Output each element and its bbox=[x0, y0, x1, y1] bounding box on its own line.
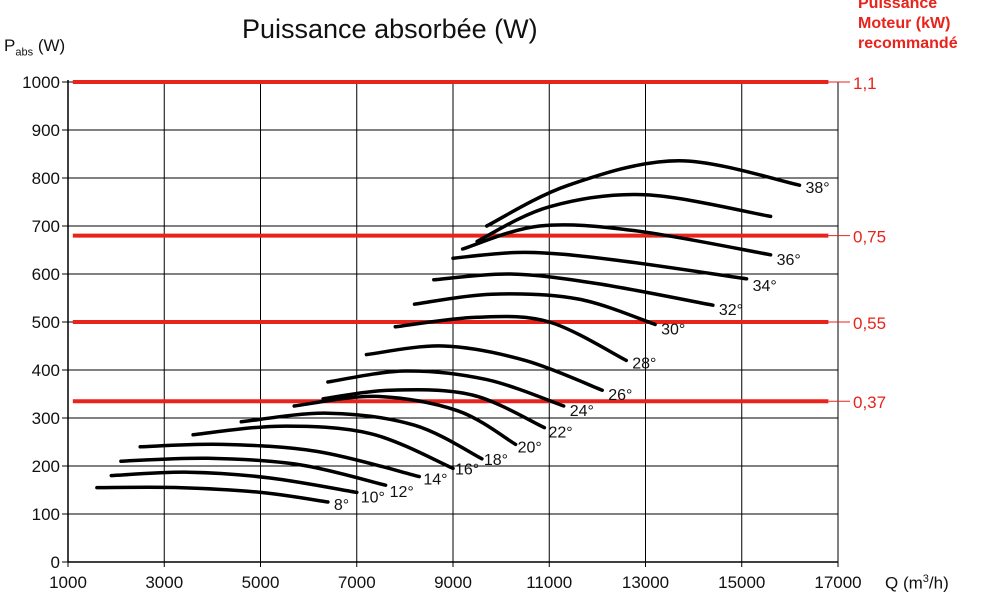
curve-36deg bbox=[460, 223, 773, 257]
curve-label: 10° bbox=[361, 489, 385, 506]
curve-8deg bbox=[95, 485, 330, 504]
x-axis-label-end: /h) bbox=[928, 573, 949, 593]
x-tick-label: 17000 bbox=[814, 573, 861, 592]
curve-label: 32° bbox=[719, 302, 743, 319]
x-tick-label: 13000 bbox=[622, 573, 669, 592]
curve-label: 18° bbox=[484, 452, 508, 469]
curve-label: 26° bbox=[608, 387, 632, 404]
x-tick-label: 5000 bbox=[242, 573, 280, 592]
axes bbox=[62, 80, 839, 567]
y-tick-label: 200 bbox=[32, 457, 60, 476]
motor-line-label: 0,37 bbox=[853, 393, 886, 412]
curve-label: 16° bbox=[455, 461, 479, 478]
curve-30deg bbox=[412, 292, 657, 327]
curve-label: 8° bbox=[334, 497, 349, 514]
x-tick-label: 1000 bbox=[49, 573, 87, 592]
y-tick-label: 500 bbox=[32, 313, 60, 332]
motor-line-label: 0,75 bbox=[853, 228, 886, 247]
x-axis-label-sup: 3 bbox=[922, 573, 929, 585]
chart-title: Puissance absorbée (W) bbox=[242, 14, 538, 44]
curve-labels: 8° 10° 12° 14° 16° 18° 20° 22° 24° 26°28° 30° 32° 34… bbox=[334, 180, 830, 514]
y-axis-label-unit: (W) bbox=[37, 36, 66, 55]
x-tick-labels: 1000 3000 5000 7000 9000 11000 13000 15000 17000 bbox=[49, 573, 862, 592]
motor-title-line-1: Puissance bbox=[858, 0, 938, 12]
y-axis-label: Pabs (W) bbox=[4, 36, 65, 58]
curve-label: 36° bbox=[777, 252, 801, 269]
curve-34deg bbox=[451, 250, 749, 281]
curve-label: 34° bbox=[753, 278, 777, 295]
y-tick-label: 100 bbox=[32, 505, 60, 524]
curve-32deg bbox=[432, 272, 715, 307]
x-axis-label: Q (m3/h) bbox=[885, 573, 949, 594]
curve-28deg bbox=[393, 314, 629, 363]
motor-title-line-3: recommandé bbox=[858, 35, 958, 52]
motor-title-line-2: Moteur (kW) bbox=[858, 15, 951, 32]
curve-label: 28° bbox=[632, 355, 656, 372]
y-tick-label: 700 bbox=[32, 217, 60, 236]
x-tick-label: 15000 bbox=[718, 573, 765, 592]
curve-22deg bbox=[321, 387, 547, 430]
curve-10deg bbox=[109, 470, 359, 495]
curve-14deg bbox=[138, 442, 422, 479]
x-tick-label: 3000 bbox=[145, 573, 183, 592]
curve-label: 30° bbox=[661, 321, 685, 338]
x-tick-label: 9000 bbox=[434, 573, 472, 592]
curve-label: 38° bbox=[806, 180, 830, 197]
y-tick-label: 0 bbox=[51, 553, 60, 572]
y-tick-labels: 0 100 200 300 400 500 600 700 800 900 1000 bbox=[22, 73, 60, 572]
curve-12deg bbox=[119, 456, 388, 487]
motor-line-label: 1,1 bbox=[853, 74, 877, 93]
curve-label: 22° bbox=[548, 425, 572, 442]
y-tick-label: 1000 bbox=[22, 73, 60, 92]
x-tick-label: 11000 bbox=[526, 573, 572, 592]
y-tick-label: 900 bbox=[32, 121, 60, 140]
curve-label: 12° bbox=[390, 484, 414, 501]
y-tick-label: 300 bbox=[32, 409, 60, 428]
motor-lines: 1,1 0,75 0,55 0,37 bbox=[72, 74, 886, 412]
curve-26deg bbox=[364, 344, 604, 392]
curve-37deg bbox=[475, 192, 773, 244]
curve-18deg bbox=[239, 411, 484, 461]
motor-line-label: 0,55 bbox=[853, 314, 886, 333]
curve-20deg bbox=[292, 394, 518, 447]
y-tick-label: 600 bbox=[32, 265, 60, 284]
blade-angle-curves bbox=[95, 158, 802, 504]
y-tick-label: 400 bbox=[32, 361, 60, 380]
curve-16deg bbox=[191, 424, 455, 471]
x-axis-label-main: Q (m bbox=[885, 573, 923, 593]
x-tick-label: 7000 bbox=[338, 573, 376, 592]
y-axis-label-sub: abs bbox=[15, 46, 34, 59]
y-axis-label-main: P bbox=[4, 36, 16, 55]
curve-label: 20° bbox=[518, 439, 542, 456]
curve-38deg bbox=[484, 158, 802, 228]
curve-label: 14° bbox=[423, 472, 447, 489]
curve-24deg bbox=[326, 369, 566, 408]
y-tick-label: 800 bbox=[32, 169, 60, 188]
motor-power-title: Puissance Moteur (kW) recommandé bbox=[858, 0, 958, 54]
curve-label: 24° bbox=[570, 403, 594, 420]
